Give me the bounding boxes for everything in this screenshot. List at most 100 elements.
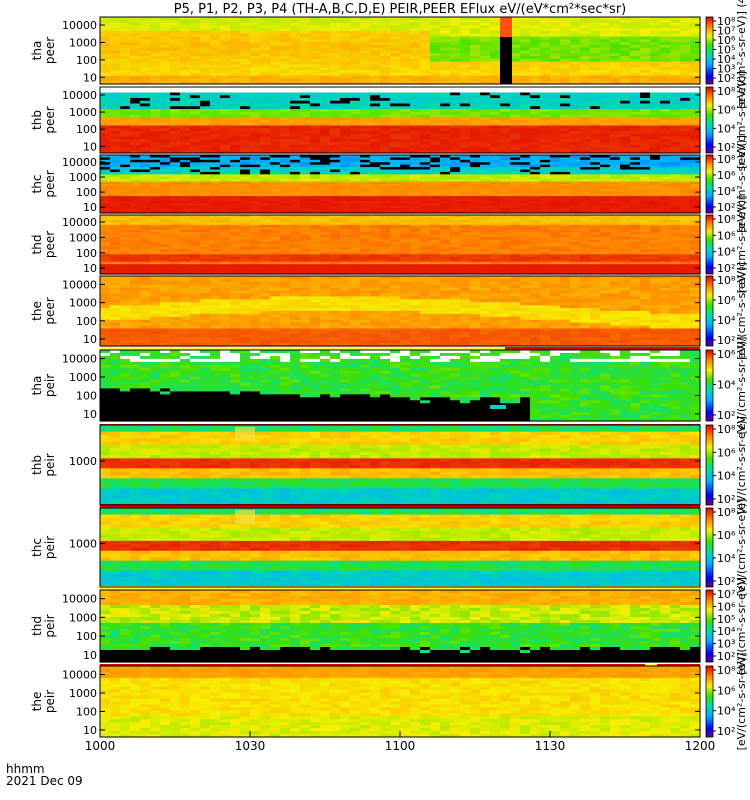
heatmap-cell: [180, 64, 191, 68]
heatmap-cell: [390, 53, 401, 57]
heatmap-cell: [610, 17, 621, 21]
heatmap-cell: [150, 87, 161, 91]
heatmap-cell: [370, 36, 381, 40]
heatmap-cell: [470, 147, 481, 151]
heatmap-cell: [470, 64, 481, 68]
heatmap-cell: [290, 100, 301, 105]
heatmap-cell: [360, 155, 371, 159]
heatmap-cell: [590, 125, 601, 129]
heatmap-cell: [180, 17, 191, 21]
heatmap-cell: [480, 30, 491, 35]
heatmap-cell: [130, 78, 141, 82]
heatmap-cell: [210, 259, 221, 263]
heatmap-cell: [610, 186, 621, 190]
heatmap-cell: [470, 81, 481, 85]
heatmap-cell: [350, 33, 361, 38]
panel-ylabel-line1: thc: [30, 175, 44, 194]
heatmap-cell: [160, 131, 171, 135]
heatmap-cell: [270, 100, 281, 105]
heatmap-cell: [290, 215, 301, 219]
heatmap-cell: [240, 87, 251, 91]
heatmap-cell: [220, 92, 231, 96]
heatmap-cell: [150, 224, 161, 228]
heatmap-cell: [680, 58, 691, 63]
heatmap-cell: [580, 109, 591, 113]
heatmap-cell: [250, 203, 261, 207]
heatmap-cell: [330, 200, 341, 204]
heatmap-cell: [240, 56, 251, 60]
heatmap-cell: [550, 61, 561, 66]
heatmap-cell: [580, 114, 591, 118]
heatmap-cell: [380, 103, 391, 107]
heatmap-cell: [220, 44, 231, 49]
heatmap-cell: [510, 44, 521, 49]
heatmap-cell: [590, 205, 601, 209]
heatmap-cell: [270, 17, 281, 21]
heatmap-cell: [450, 98, 461, 102]
heatmap-cell: [210, 87, 221, 91]
heatmap-cell: [370, 22, 381, 26]
heatmap-cell: [310, 44, 321, 49]
heatmap-cell: [370, 25, 381, 29]
heatmap-cell: [650, 193, 661, 197]
heatmap-cell: [200, 167, 211, 171]
heatmap-cell: [230, 92, 241, 96]
heatmap-cell: [270, 58, 281, 63]
heatmap-cell: [130, 100, 141, 105]
heatmap-cell: [100, 30, 111, 35]
heatmap-cell: [140, 87, 151, 91]
heatmap-cell: [690, 25, 701, 29]
heatmap-cell: [650, 25, 661, 29]
heatmap-cell: [330, 150, 341, 154]
heatmap-cell: [600, 95, 611, 99]
heatmap-cell: [600, 136, 611, 140]
heatmap-cell: [580, 33, 591, 38]
heatmap-cell: [550, 150, 561, 154]
heatmap-cell: [540, 81, 551, 85]
heatmap-cell: [350, 122, 361, 127]
heatmap-cell: [520, 208, 531, 212]
heatmap-cell: [510, 188, 521, 192]
heatmap-cell: [320, 98, 331, 102]
heatmap-cell: [100, 169, 111, 173]
heatmap-cell: [300, 269, 311, 273]
heatmap-cell: [600, 198, 611, 202]
heatmap-cell: [600, 139, 611, 143]
heatmap-cell: [140, 171, 151, 175]
heatmap-cell: [500, 196, 511, 200]
heatmap-cell: [170, 198, 181, 202]
heatmap-cell: [530, 188, 541, 192]
heatmap-cell: [130, 28, 141, 32]
heatmap-cell: [390, 142, 401, 146]
heatmap-cell: [150, 122, 161, 127]
heatmap-cell: [480, 188, 491, 192]
heatmap-cell: [400, 188, 411, 192]
heatmap-cell: [380, 25, 391, 29]
heatmap-cell: [270, 200, 281, 204]
heatmap-cell: [400, 155, 411, 159]
heatmap-cell: [690, 44, 701, 49]
heatmap-cell: [340, 47, 351, 52]
heatmap-cell: [570, 61, 581, 66]
heatmap-cell: [160, 264, 171, 268]
heatmap-cell: [270, 219, 281, 223]
heatmap-cell: [560, 19, 571, 24]
heatmap-cell: [250, 61, 261, 66]
heatmap-cell: [100, 136, 111, 140]
heatmap-cell: [190, 157, 201, 161]
heatmap-cell: [210, 193, 221, 197]
heatmap-cell: [390, 128, 401, 132]
heatmap-cell: [570, 125, 581, 129]
heatmap-cell: [140, 30, 151, 35]
heatmap-cell: [410, 36, 421, 40]
heatmap-cell: [620, 191, 631, 195]
heatmap-cell: [140, 254, 151, 258]
heatmap-cell: [510, 109, 521, 113]
heatmap-cell: [520, 92, 531, 96]
heatmap-cell: [460, 17, 471, 21]
heatmap-cell: [200, 42, 211, 46]
y-tick-label: 1000: [69, 171, 97, 184]
heatmap-cell: [440, 162, 451, 166]
heatmap-cell: [200, 196, 211, 200]
heatmap-cell: [640, 167, 651, 171]
